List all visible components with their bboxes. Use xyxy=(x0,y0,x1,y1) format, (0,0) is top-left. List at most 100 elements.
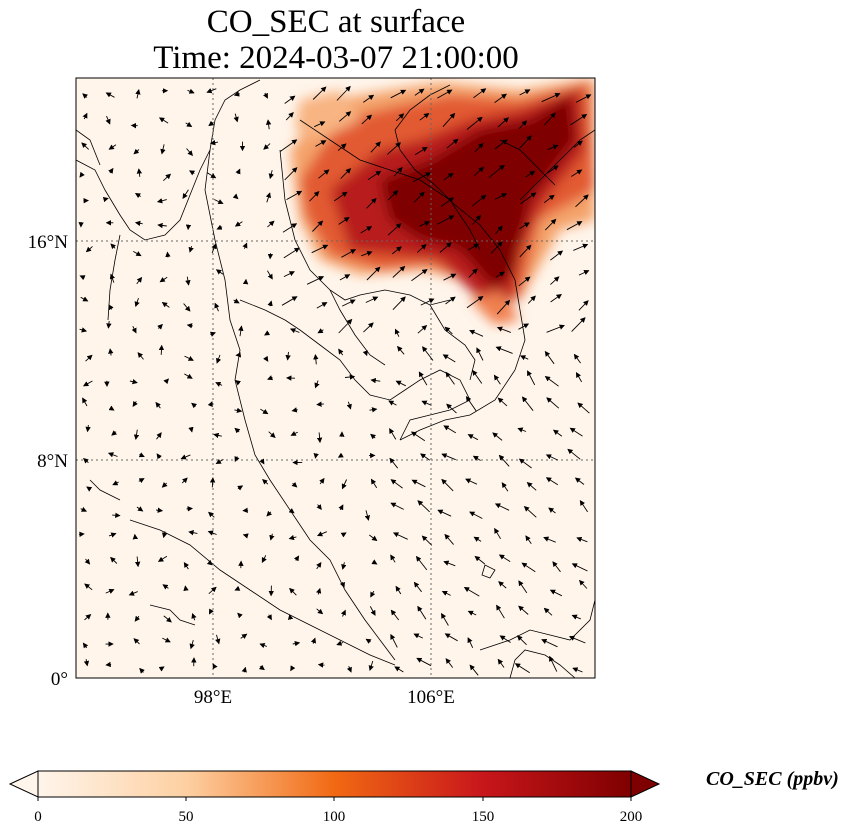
wind-arrow xyxy=(414,146,428,156)
wind-arrow xyxy=(496,299,511,315)
wind-arrow xyxy=(108,532,117,538)
wind-arrow xyxy=(389,457,399,469)
wind-arrow xyxy=(492,432,503,441)
wind-arrow xyxy=(306,276,325,285)
wind-arrow xyxy=(316,401,324,407)
wind-arrow xyxy=(444,633,458,642)
wind-arrow xyxy=(312,86,327,100)
wind-arrow xyxy=(186,506,193,512)
wind-arrow xyxy=(443,172,454,181)
wind-arrow xyxy=(340,532,347,538)
wind-arrow xyxy=(340,609,346,617)
colorbar-tick-0: 0 xyxy=(34,809,42,825)
wind-arrow xyxy=(441,453,456,461)
wind-arrow xyxy=(370,433,376,440)
wind-arrow xyxy=(209,477,216,488)
wind-arrow xyxy=(216,224,223,230)
wind-arrow xyxy=(575,194,589,208)
wind-arrow xyxy=(82,93,89,99)
wind-arrow xyxy=(414,88,425,96)
wind-arrow xyxy=(445,296,456,305)
wind-arrow xyxy=(134,556,141,568)
wind-arrow xyxy=(550,293,562,303)
wind-arrow xyxy=(267,220,275,228)
wind-arrow xyxy=(514,663,530,674)
wind-arrow xyxy=(157,555,168,562)
wind-arrow xyxy=(570,114,588,126)
wind-arrow xyxy=(157,323,163,330)
wind-arrow xyxy=(473,88,487,99)
wind-arrow xyxy=(233,298,240,304)
wind-arrow xyxy=(567,448,581,460)
wind-arrow xyxy=(572,667,583,673)
wind-arrow xyxy=(134,297,140,308)
wind-arrow xyxy=(106,320,112,329)
wind-arrow xyxy=(544,350,555,365)
wind-arrow xyxy=(370,377,381,384)
wind-arrow xyxy=(390,633,398,648)
wind-arrow xyxy=(136,168,143,177)
wind-arrow xyxy=(521,562,536,573)
wind-arrow xyxy=(578,270,590,276)
wind-arrow xyxy=(313,452,319,459)
wind-arrow xyxy=(191,402,198,409)
wind-arrow xyxy=(214,199,224,205)
wind-arrow xyxy=(413,633,423,639)
wind-arrow xyxy=(571,614,581,620)
wind-arrow xyxy=(163,615,172,623)
wind-arrow xyxy=(441,590,451,596)
wind-arrow xyxy=(108,304,114,311)
wind-arrow xyxy=(369,534,378,542)
wind-arrow xyxy=(576,536,588,543)
colorbar-extend-min xyxy=(8,770,39,798)
wind-arrow xyxy=(361,250,373,257)
wind-arrow xyxy=(267,300,273,307)
wind-arrow xyxy=(209,139,219,146)
wind-arrow xyxy=(208,586,217,595)
wind-arrow xyxy=(465,478,478,485)
wind-arrow xyxy=(518,458,532,469)
wind-arrow xyxy=(346,666,352,673)
wind-arrow xyxy=(158,666,165,672)
wind-arrow xyxy=(476,347,484,361)
wind-arrow xyxy=(182,189,189,199)
wind-arrow xyxy=(549,589,563,597)
wind-arrow xyxy=(288,534,297,541)
wind-arrow xyxy=(520,192,537,205)
wind-arrow xyxy=(289,328,300,334)
wind-arrow xyxy=(568,635,586,644)
wind-arrow xyxy=(578,300,589,311)
wind-arrow xyxy=(191,612,197,621)
wind-arrow xyxy=(266,614,272,621)
wind-arrow xyxy=(519,89,531,96)
wind-arrow xyxy=(365,638,372,644)
wind-arrow xyxy=(316,432,323,444)
wind-arrow xyxy=(162,173,172,182)
wind-arrow xyxy=(369,407,378,413)
wind-arrow xyxy=(189,639,195,650)
wind-arrow xyxy=(209,331,216,337)
wind-arrow xyxy=(517,427,527,433)
wind-arrow xyxy=(395,113,405,122)
wind-arrow xyxy=(469,511,483,519)
wind-arrow xyxy=(102,196,109,203)
wind-arrow xyxy=(290,430,299,436)
wind-arrow xyxy=(157,222,167,229)
wind-arrow xyxy=(282,223,298,233)
wind-arrow xyxy=(411,479,426,488)
wind-arrow xyxy=(518,276,531,287)
colorbar-label: CO_SEC (ppbv) xyxy=(706,768,839,790)
wind-arrow xyxy=(467,637,474,648)
wind-arrow xyxy=(437,509,452,517)
wind-arrow xyxy=(440,197,455,207)
wind-arrow xyxy=(280,139,298,152)
wind-arrow xyxy=(242,242,248,249)
wind-arrow xyxy=(421,400,432,406)
wind-arrow xyxy=(442,354,456,363)
wind-arrow xyxy=(316,531,327,537)
wind-arrow xyxy=(390,502,404,510)
wind-arrow xyxy=(184,355,194,361)
lon-tick-106e: 106°E xyxy=(407,687,455,708)
wind-arrow xyxy=(526,482,537,491)
wind-arrow xyxy=(131,326,137,334)
